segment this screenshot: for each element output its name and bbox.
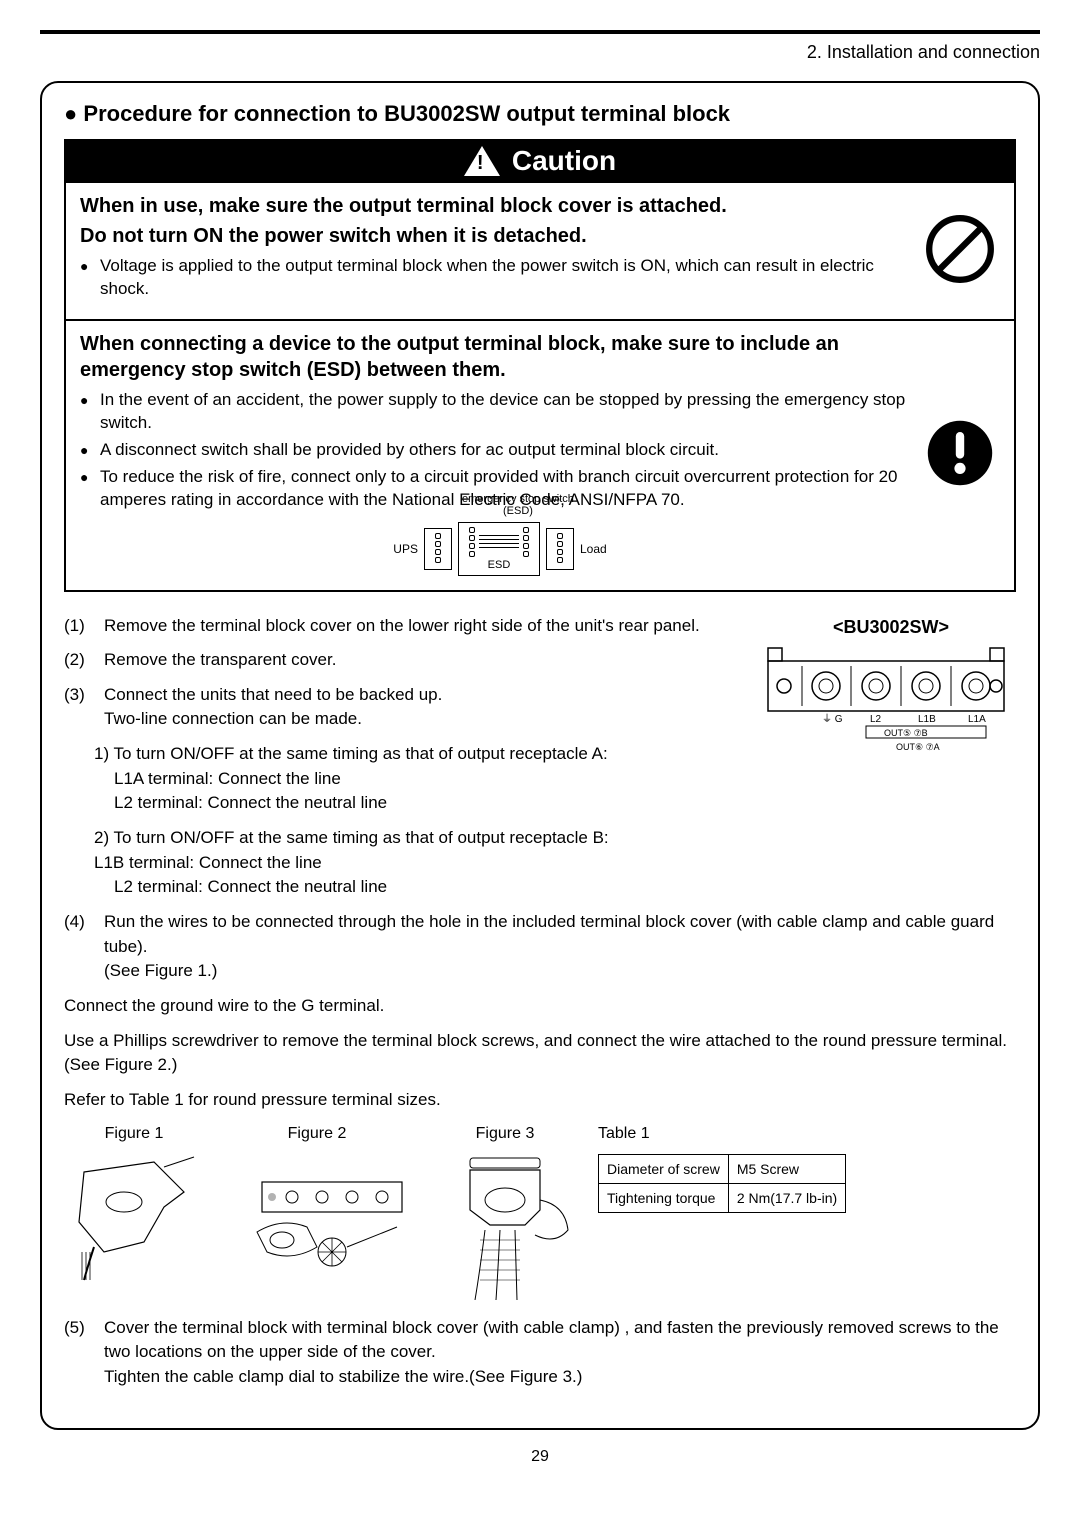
- chapter-header: 2. Installation and connection: [40, 42, 1040, 63]
- diagram-ups-label: UPS: [393, 542, 418, 556]
- term-g-label: ⏚ G: [822, 713, 843, 725]
- step4-text: Run the wires to be connected through th…: [104, 912, 994, 956]
- term-l2-label: L2: [870, 714, 882, 725]
- term-outb-label: OUT⑤ ⑦B: [884, 728, 928, 738]
- step5-text2: Tighten the cable clamp dial to stabiliz…: [104, 1367, 582, 1386]
- terminal-panel: <BU3002SW> ⏚ G L2 L1B L1A OUT⑤ ⑦B OUT⑥ ⑦…: [766, 614, 1016, 764]
- caution-label: Caution: [512, 145, 616, 177]
- figure2-svg: [222, 1152, 412, 1282]
- terminal-diagram: ⏚ G L2 L1B L1A OUT⑤ ⑦B OUT⑥ ⑦A: [766, 646, 1006, 756]
- diagram-esd-box: emergency stop switch (ESD) ESD: [458, 522, 540, 576]
- para-ground: Connect the ground wire to the G termina…: [64, 994, 1016, 1019]
- page-number: 29: [40, 1448, 1040, 1466]
- top-rule: [40, 30, 1040, 34]
- step3-num: (3): [64, 683, 104, 732]
- caution1-bullet1: Voltage is applied to the output termina…: [80, 255, 920, 301]
- esd-diagram: UPS emergency stop switch (ESD) ESD: [80, 522, 920, 576]
- caution2-bullet2: A disconnect switch shall be provided by…: [80, 439, 920, 462]
- mandatory-icon: [920, 331, 1000, 576]
- figure-1: Figure 1: [64, 1122, 204, 1281]
- table1-r1c1: Diameter of screw: [599, 1154, 729, 1183]
- step3a-l2: L2 terminal: Connect the neutral line: [114, 791, 387, 816]
- para-phillips: Use a Phillips screwdriver to remove the…: [64, 1029, 1016, 1078]
- step3a-lead: 1) To turn ON/OFF at the same timing as …: [94, 744, 608, 763]
- figure2-label: Figure 2: [288, 1122, 347, 1145]
- section-title: ● Procedure for connection to BU3002SW o…: [64, 101, 1016, 127]
- diagram-ups-box: [424, 528, 452, 570]
- table1-r2c1: Tightening torque: [599, 1183, 729, 1212]
- figure1-label: Figure 1: [105, 1122, 164, 1145]
- figure-3: Figure 3: [430, 1122, 580, 1299]
- caution-block-2: When connecting a device to the output t…: [66, 321, 1014, 590]
- table1-r1c2: M5 Screw: [728, 1154, 845, 1183]
- diagram-load-box: [546, 528, 574, 570]
- step3-text: Connect the units that need to be backed…: [104, 685, 442, 704]
- instructions: <BU3002SW> ⏚ G L2 L1B L1A OUT⑤ ⑦B OUT⑥ ⑦…: [64, 614, 1016, 1400]
- step3-text2: Two-line connection can be made.: [104, 709, 362, 728]
- table-1: Table 1 Diameter of screw M5 Screw Tight…: [598, 1122, 846, 1213]
- figure-2: Figure 2: [222, 1122, 412, 1281]
- step1-num: (1): [64, 614, 104, 639]
- caution-bar: Caution: [64, 139, 1016, 183]
- warning-triangle-icon: [464, 146, 500, 176]
- figure3-label: Figure 3: [476, 1122, 535, 1145]
- term-l1b-label: L1B: [918, 714, 936, 725]
- caution-box: When in use, make sure the output termin…: [64, 183, 1016, 592]
- diagram-esd-label: ESD: [467, 559, 531, 571]
- diagram-esd-top-label: emergency stop switch (ESD): [453, 493, 583, 517]
- caution-block-1: When in use, make sure the output termin…: [66, 183, 1014, 321]
- prohibit-icon: [920, 193, 1000, 305]
- figure3-svg: [430, 1150, 580, 1300]
- term-outa-label: OUT⑥ ⑦A: [896, 742, 940, 752]
- model-label: <BU3002SW>: [766, 614, 1016, 640]
- caution2-bullet1: In the event of an accident, the power s…: [80, 389, 920, 435]
- figure1-svg: [64, 1152, 204, 1282]
- diagram-load-label: Load: [580, 542, 607, 556]
- table1-r2c2: 2 Nm(17.7 lb-in): [728, 1183, 845, 1212]
- term-l1a-label: L1A: [968, 714, 986, 725]
- caution2-heading: When connecting a device to the output t…: [80, 331, 920, 383]
- caution1-heading1: When in use, make sure the output termin…: [80, 193, 920, 219]
- step2-num: (2): [64, 648, 104, 673]
- step5-text: Cover the terminal block with terminal b…: [104, 1318, 999, 1362]
- figures-row: Figure 1 Figure 2: [64, 1122, 1016, 1299]
- step4-text2: (See Figure 1.): [104, 961, 217, 980]
- step3a-l1: L1A terminal: Connect the line: [114, 767, 341, 792]
- step1-text: Remove the terminal block cover on the l…: [104, 614, 752, 639]
- caution1-heading2: Do not turn ON the power switch when it …: [80, 223, 920, 249]
- para-table1: Refer to Table 1 for round pressure term…: [64, 1088, 1016, 1113]
- table1-label: Table 1: [598, 1122, 650, 1145]
- step3b-l2: L2 terminal: Connect the neutral line: [114, 875, 387, 900]
- step4-num: (4): [64, 910, 104, 984]
- step2-text: Remove the transparent cover.: [104, 648, 752, 673]
- step3b-lead: 2) To turn ON/OFF at the same timing as …: [94, 828, 609, 847]
- step3b-l1: L1B terminal: Connect the line: [94, 853, 322, 872]
- main-content-box: ● Procedure for connection to BU3002SW o…: [40, 81, 1040, 1430]
- step5-num: (5): [64, 1316, 104, 1390]
